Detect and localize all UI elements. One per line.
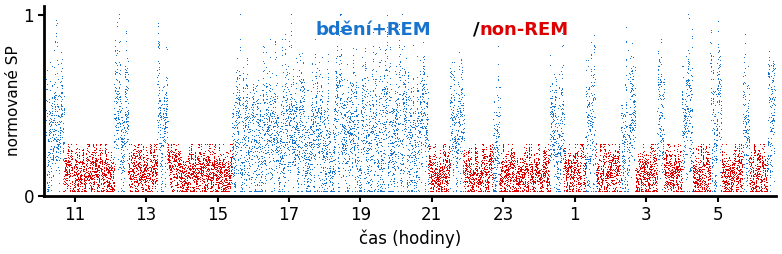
Text: bdění+REM: bdění+REM — [315, 21, 431, 39]
Y-axis label: normované SP: normované SP — [5, 45, 20, 156]
Text: /: / — [472, 21, 479, 39]
Text: non-REM: non-REM — [480, 21, 569, 39]
X-axis label: čas (hodiny): čas (hodiny) — [359, 230, 461, 248]
